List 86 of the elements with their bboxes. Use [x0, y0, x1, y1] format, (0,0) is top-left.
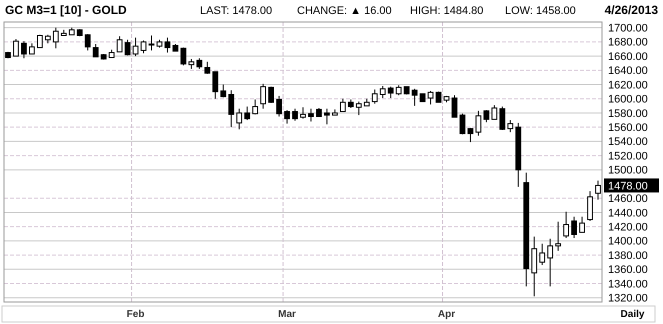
- candlestick: [380, 85, 386, 99]
- candlestick: [460, 113, 466, 135]
- candlestick: [252, 98, 258, 115]
- candlestick: [212, 71, 218, 100]
- candlestick: [228, 90, 234, 128]
- candlestick: [204, 61, 210, 74]
- text: LAST: 1478.00: [200, 5, 272, 17]
- y-tick-label: 1700.00: [608, 22, 648, 35]
- candlestick: [116, 36, 123, 52]
- y-tick-label: 1520.00: [608, 150, 648, 162]
- candlestick: [276, 95, 282, 118]
- x-tick-label: Apr: [438, 309, 456, 320]
- y-tick-label: 1340.00: [608, 278, 648, 290]
- candlestick: [388, 86, 394, 99]
- candlestick: [308, 108, 314, 122]
- candlestick: [428, 90, 434, 105]
- y-tick-label: 1460.00: [608, 193, 648, 206]
- candlestick: [587, 190, 593, 222]
- candlestick: [491, 104, 498, 120]
- y-tick-label: 1320.00: [608, 292, 648, 305]
- candlestick: [555, 221, 562, 252]
- text: Daily: [620, 309, 645, 320]
- candlestick: [148, 35, 154, 51]
- y-tick-label: 1500.00: [608, 164, 648, 177]
- candlestick: [563, 211, 570, 239]
- candlestick: [180, 47, 186, 66]
- y-tick-label: 1420.00: [608, 222, 648, 234]
- y-tick-label: 1540.00: [608, 136, 648, 148]
- candlestick: [356, 101, 362, 116]
- y-tick-label: 1640.00: [608, 65, 648, 78]
- candlestick: [571, 216, 577, 239]
- candlestick: [412, 88, 418, 106]
- y-tick-label: 1400.00: [608, 236, 648, 248]
- candlestick: [268, 86, 274, 104]
- candlestick: [21, 40, 27, 59]
- candlestick: [579, 216, 585, 233]
- y-tick-label: 1380.00: [608, 250, 648, 262]
- candlestick: [84, 34, 91, 51]
- chart-title: GC M3=1 [10] - GOLD: [5, 3, 128, 17]
- candlestick: [340, 98, 346, 112]
- y-tick-label: 1660.00: [608, 50, 648, 63]
- text: CHANGE: ▲ 16.00: [297, 5, 392, 17]
- text: HIGH: 1484.80: [410, 5, 484, 17]
- candlestick: [499, 106, 506, 131]
- candlestick: [140, 40, 146, 54]
- y-tick-label: 1620.00: [608, 79, 648, 92]
- candlestick: [507, 120, 514, 133]
- candlestick: [468, 127, 474, 143]
- y-tick-label: 1440.00: [608, 207, 648, 220]
- candlestick: [164, 37, 170, 54]
- candlestick: [324, 108, 330, 125]
- candlestick: [452, 94, 458, 118]
- candlestick: [483, 110, 490, 123]
- candlestick: [188, 58, 194, 70]
- y-tick-label: 1560.00: [608, 122, 648, 134]
- candlestick: [300, 106, 306, 120]
- candlestick: [595, 180, 601, 200]
- candlestick: [539, 243, 546, 266]
- candlestick: [396, 84, 402, 96]
- candlestick: [13, 38, 19, 57]
- text: LOW: 1458.00: [505, 5, 576, 17]
- candlestick: [292, 108, 298, 122]
- candlestick: [436, 91, 442, 103]
- candlestick: [220, 84, 226, 98]
- candlestick: [52, 27, 59, 49]
- candlestick: [29, 42, 35, 54]
- x-tick-label: Mar: [278, 309, 296, 320]
- text: 1478.00: [608, 180, 648, 192]
- candlestick: [244, 106, 250, 121]
- candlestick: [476, 110, 482, 136]
- x-tick-label: Feb: [126, 309, 144, 320]
- candlestick: [92, 44, 99, 58]
- candlestick: [284, 110, 290, 124]
- y-tick-label: 1360.00: [608, 264, 648, 276]
- text: 4/26/2013: [604, 3, 658, 17]
- candlestick: [36, 34, 43, 48]
- y-tick-label: 1680.00: [608, 36, 648, 49]
- y-tick-label: 1600.00: [608, 94, 648, 106]
- candlestick: [372, 89, 378, 104]
- candlestick: [547, 238, 554, 287]
- y-tick-label: 1580.00: [608, 108, 648, 120]
- candlestick: [124, 39, 130, 56]
- candlestick: [132, 37, 138, 57]
- candlestick: [236, 108, 242, 130]
- candlestick: [260, 83, 266, 110]
- candlestick: [196, 58, 202, 70]
